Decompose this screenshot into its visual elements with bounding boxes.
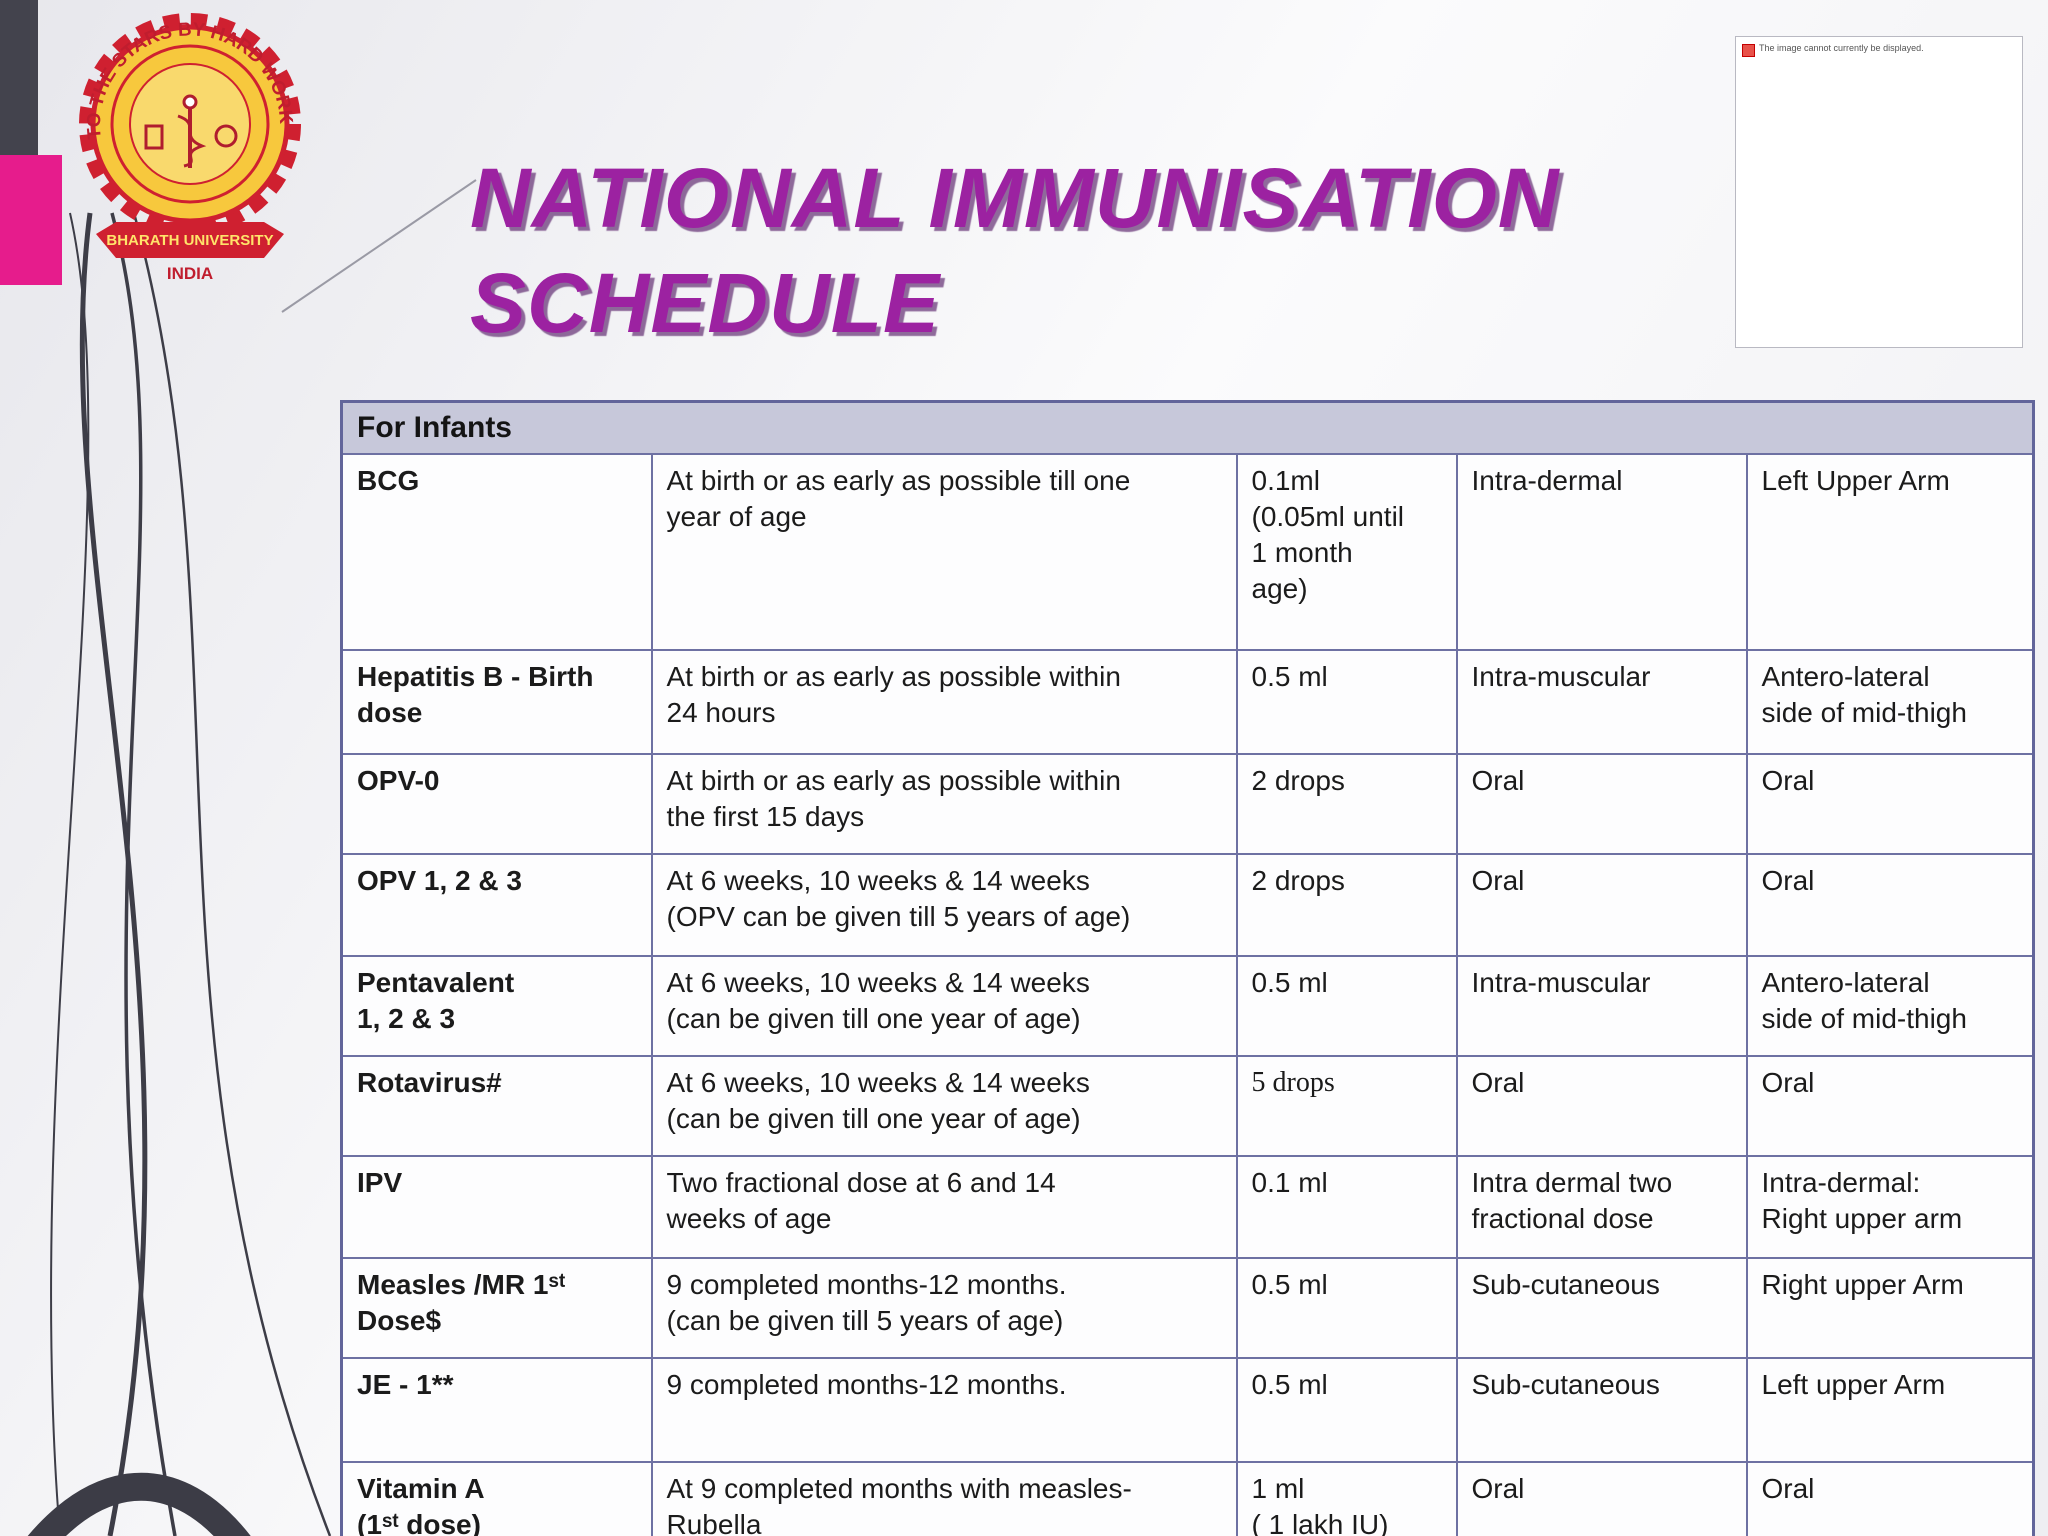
cell-route: Intra-dermal: [1455, 453, 1748, 652]
cell-site: Antero-lateral side of mid-thigh: [1745, 649, 2035, 756]
slide-title: NATIONAL IMMUNISATION SCHEDULE: [470, 146, 1560, 356]
cell-schedule: 9 completed months-12 months.: [650, 1357, 1238, 1464]
cell-route: Sub-cutaneous: [1455, 1257, 1748, 1360]
cell-route: Intra-muscular: [1455, 955, 1748, 1058]
cell-dose: 0.1 ml: [1235, 1155, 1458, 1260]
cell-dose: 1 ml ( 1 lakh IU): [1235, 1461, 1458, 1536]
left-pink-accent: [0, 155, 62, 285]
table-row: IPV Two fractional dose at 6 and 14 week…: [340, 1155, 2035, 1260]
cell-site: Oral: [1745, 753, 2035, 856]
cell-site: Antero-lateral side of mid-thigh: [1745, 955, 2035, 1058]
cell-dose: 0.5 ml: [1235, 1257, 1458, 1360]
cell-vaccine: OPV-0: [340, 753, 653, 856]
cell-schedule: At 6 weeks, 10 weeks & 14 weeks (can be …: [650, 955, 1238, 1058]
immunisation-table: For Infants BCG At birth or as early as …: [340, 400, 2036, 1536]
cell-vaccine: JE - 1**: [340, 1357, 653, 1464]
caduceus-icon: [177, 94, 207, 168]
table-row: Rotavirus# At 6 weeks, 10 weeks & 14 wee…: [340, 1055, 2035, 1158]
placeholder-message: The image cannot currently be displayed.: [1759, 43, 1924, 53]
cell-route: Sub-cutaneous: [1455, 1357, 1748, 1464]
cell-vaccine: IPV: [340, 1155, 653, 1260]
cell-site: Intra-dermal: Right upper arm: [1745, 1155, 2035, 1260]
cell-dose: 0.5 ml: [1235, 955, 1458, 1058]
cell-route: Intra-muscular: [1455, 649, 1748, 756]
cell-site: Oral: [1745, 1461, 2035, 1536]
table-row: Measles /MR 1ˢᵗ Dose$ 9 completed months…: [340, 1257, 2035, 1360]
cell-vaccine: OPV 1, 2 & 3: [340, 853, 653, 958]
lamp-icon: [144, 124, 164, 150]
cell-vaccine: Hepatitis B - Birth dose: [340, 649, 653, 756]
table-row: BCG At birth or as early as possible til…: [340, 453, 2035, 652]
cell-dose: 5 drops: [1235, 1055, 1458, 1158]
logo-university-name: BHARATH UNIVERSITY: [106, 232, 273, 249]
logo-country: INDIA: [167, 264, 213, 283]
cell-site: Left Upper Arm: [1745, 453, 2035, 652]
cell-site: Left upper Arm: [1745, 1357, 2035, 1464]
broken-image-icon: [1742, 44, 1755, 57]
cell-schedule: At birth or as early as possible within …: [650, 753, 1238, 856]
cell-vaccine: BCG: [340, 453, 653, 652]
table-row: OPV-0 At birth or as early as possible w…: [340, 753, 2035, 856]
cell-schedule: At 6 weeks, 10 weeks & 14 weeks (OPV can…: [650, 853, 1238, 958]
title-line-2: SCHEDULE: [470, 256, 941, 350]
broken-image-placeholder: The image cannot currently be displayed.: [1735, 36, 2023, 348]
atom-icon: [214, 124, 238, 148]
cell-dose: 0.5 ml: [1235, 649, 1458, 756]
table-section-header: For Infants: [340, 400, 2035, 456]
cell-schedule: At birth or as early as possible till on…: [650, 453, 1238, 652]
table-row: OPV 1, 2 & 3 At 6 weeks, 10 weeks & 14 w…: [340, 853, 2035, 958]
university-logo: TO THE STARS BY HARD WORK BHARATH UNIVER…: [68, 6, 318, 291]
cell-schedule: Two fractional dose at 6 and 14 weeks of…: [650, 1155, 1238, 1260]
cell-route: Oral: [1455, 753, 1748, 856]
cell-vaccine: Rotavirus#: [340, 1055, 653, 1158]
table-row: JE - 1** 9 completed months-12 months. 0…: [340, 1357, 2035, 1464]
table-row: Hepatitis B - Birth dose At birth or as …: [340, 649, 2035, 756]
cell-schedule: At 6 weeks, 10 weeks & 14 weeks (can be …: [650, 1055, 1238, 1158]
cell-route: Oral: [1455, 1055, 1748, 1158]
cell-route: Oral: [1455, 1461, 1748, 1536]
cell-dose: 0.1ml (0.05ml until 1 month age): [1235, 453, 1458, 652]
cell-dose: 2 drops: [1235, 853, 1458, 958]
university-logo-emblem: TO THE STARS BY HARD WORK BHARATH UNIVER…: [79, 13, 301, 283]
cell-dose: 0.5 ml: [1235, 1357, 1458, 1464]
cell-site: Oral: [1745, 853, 2035, 958]
cell-schedule: At 9 completed months with measles- Rube…: [650, 1461, 1238, 1536]
cell-schedule: 9 completed months-12 months. (can be gi…: [650, 1257, 1238, 1360]
cell-vaccine: Vitamin A (1ˢᵗ dose): [340, 1461, 653, 1536]
table-row: Pentavalent 1, 2 & 3 At 6 weeks, 10 week…: [340, 955, 2035, 1058]
cell-vaccine: Pentavalent 1, 2 & 3: [340, 955, 653, 1058]
cell-dose: 2 drops: [1235, 753, 1458, 856]
cell-site: Oral: [1745, 1055, 2035, 1158]
table-header-row: For Infants: [340, 400, 2035, 456]
cell-vaccine: Measles /MR 1ˢᵗ Dose$: [340, 1257, 653, 1360]
title-line-1: NATIONAL IMMUNISATION: [470, 151, 1560, 245]
cell-site: Right upper Arm: [1745, 1257, 2035, 1360]
cell-route: Intra dermal two fractional dose: [1455, 1155, 1748, 1260]
cell-schedule: At birth or as early as possible within …: [650, 649, 1238, 756]
table-row: Vitamin A (1ˢᵗ dose) At 9 completed mont…: [340, 1461, 2035, 1536]
cell-route: Oral: [1455, 853, 1748, 958]
logo-ribbon: [96, 222, 284, 258]
